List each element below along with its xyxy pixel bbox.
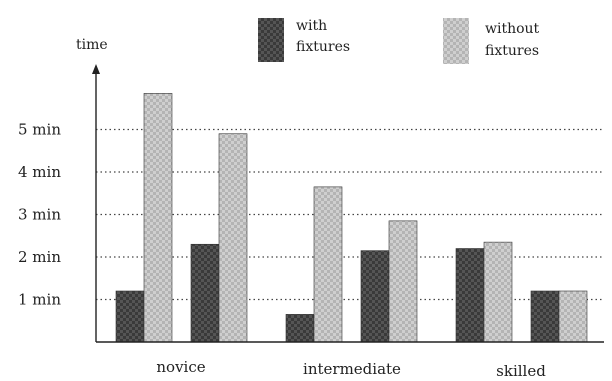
category-label-skilled: skilled	[496, 362, 546, 380]
category-label-novice: novice	[156, 358, 205, 376]
category-label-intermediate: intermediate	[303, 360, 401, 378]
y-tick-label-5: 5 min	[18, 121, 61, 139]
bar-intermediate-1-without-fixtures	[313, 186, 343, 343]
legend-label-without-fixtures-line1: without	[485, 21, 540, 37]
y-axis-arrow	[92, 64, 100, 74]
legend: with fixtures without fixtures	[258, 18, 540, 64]
y-tick-label-4: 4 min	[18, 163, 61, 181]
y-axis-title: time	[76, 37, 108, 53]
bar-novice-1-without-fixtures	[143, 93, 173, 343]
y-tick-label-2: 2 min	[18, 248, 61, 266]
bar-skilled-1-without-fixtures	[483, 241, 513, 343]
bar-intermediate-1-with-fixtures	[285, 314, 315, 343]
y-tick-labels: 1 min 2 min 3 min 4 min 5 min	[18, 121, 61, 309]
bar-intermediate-2-with-fixtures	[360, 250, 390, 343]
gridlines	[96, 128, 604, 301]
legend-swatch-with-fixtures	[258, 18, 284, 62]
bar-novice-1-with-fixtures	[115, 290, 145, 343]
bar-skilled-1-with-fixtures	[455, 248, 485, 343]
y-tick-label-3: 3 min	[18, 206, 61, 224]
y-tick-label-1: 1 min	[18, 291, 61, 309]
legend-swatch-without-fixtures	[443, 18, 469, 64]
legend-label-without-fixtures-line2: fixtures	[485, 43, 539, 59]
bar-novice-2-with-fixtures	[190, 243, 220, 343]
legend-label-with-fixtures-line2: fixtures	[296, 39, 350, 55]
category-labels: novice intermediate skilled	[156, 358, 546, 380]
bar-intermediate-2-without-fixtures	[388, 220, 418, 343]
legend-label-with-fixtures-line1: with	[296, 18, 327, 34]
bar-novice-2-without-fixtures	[218, 133, 248, 343]
bars	[115, 93, 588, 343]
bar-skilled-2-without-fixtures	[558, 290, 588, 343]
bar-skilled-2-with-fixtures	[530, 290, 560, 343]
